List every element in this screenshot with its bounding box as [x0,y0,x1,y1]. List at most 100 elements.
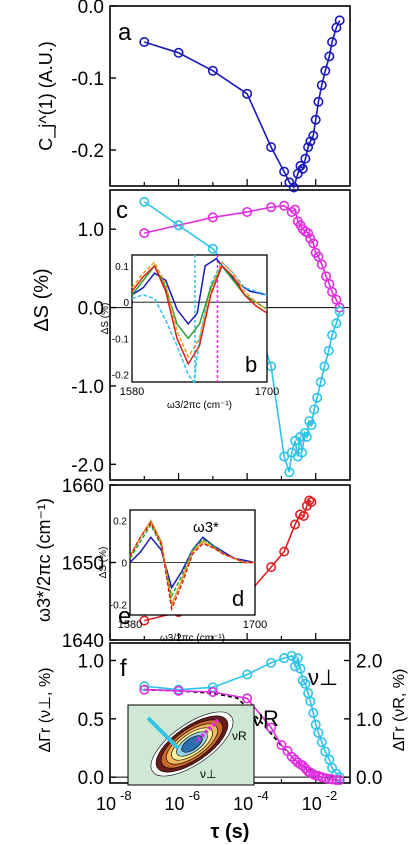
data-point [279,166,290,177]
y-label-e-group: ω3*/2πc (cm⁻¹) [34,498,54,622]
y-label-c: ΔS (%) [31,268,53,331]
series-label-nu-perp: ν⊥ [308,665,338,690]
data-point [207,212,218,223]
data-point [306,497,317,508]
data-point [334,775,345,786]
inset-y-tick: 0.1 [115,262,129,273]
inset-y-tick: 0 [123,298,129,309]
data-point [266,562,277,573]
data-point [327,286,338,297]
data-point [334,15,345,26]
inset-y-label: ΔS (%) [98,547,109,579]
nu-perp-arrow [146,716,180,750]
data-point [290,204,301,215]
panel-label-c: c [116,197,128,224]
x-axis-label: τ (s) [211,821,250,843]
y-label-a: C_j^(1) (A.U.) [36,41,57,150]
data-point [323,345,334,356]
data-point [315,377,326,388]
data-point [290,519,301,530]
data-point [316,80,327,91]
inset-y-tick: -0.1 [112,334,130,345]
data-point [301,431,312,442]
data-point [304,495,315,506]
data-point [316,259,327,270]
data-point [139,228,150,239]
data-point [331,318,342,329]
y-tick-label: 1640 [62,631,104,652]
data-point [300,153,311,164]
y-tick-label: 0.5 [78,710,104,731]
y-tick-label: -0.2 [71,141,104,162]
data-point [320,65,331,76]
data-point [266,722,277,733]
data-point [305,136,316,147]
inset-d: 0.2 0 -0.2 1580 1700 ω3/2πc (cm⁻¹) ΔS (%) d ω3* [98,509,267,644]
inset-y-tick: 0.2 [113,517,127,528]
inset-x-label: ω3/2πc (cm⁻¹) [160,633,225,644]
y-tick-label: 0.0 [78,768,104,789]
data-point [139,196,150,207]
inset-series-3 [129,521,255,612]
data-point [309,404,320,415]
inset-x-tick: 1580 [118,619,142,631]
inset-x-tick: 1700 [243,619,267,631]
panel-label-d: d [232,586,244,611]
y-tick-label-right: 2.0 [356,652,382,673]
data-point [288,182,299,193]
data-point [242,693,253,704]
x-tick-label: 10 [96,794,116,814]
data-point [276,740,287,751]
y-label-e: ω3*/2πc (cm⁻¹) [34,498,54,622]
y-tick-label: 1.0 [78,220,104,241]
panel-label-a: a [118,19,132,46]
panel-label-f: f [120,655,127,682]
x-tick-label: 10 [302,794,322,814]
data-point [319,361,330,372]
data-point [297,447,308,458]
x-tick-exponent: -2 [326,788,338,803]
data-point [310,114,321,125]
data-point [324,51,335,62]
y-tick-label: -1.0 [71,377,104,398]
contour-label-nu-r: νR [232,729,247,743]
contour-label-nu-perp: ν⊥ [200,767,216,781]
data-point [297,163,308,174]
inset-y-tick: -0.2 [110,601,128,612]
inset-series-1 [131,261,268,384]
inset-x-label: ω3/2πc (cm⁻¹) [167,400,232,411]
inset-series-4 [131,264,268,366]
data-point [242,88,253,99]
data-point [139,615,150,626]
data-point [308,238,319,249]
y-tick-label: 1660 [62,476,104,497]
inset-y-tick: 0 [121,559,127,570]
data-point [327,36,338,47]
inset-annotation: ω3* [193,519,219,536]
y-tick-label: 1650 [62,554,104,575]
data-point [308,130,319,141]
data-point [139,684,150,695]
data-point [173,47,184,58]
panel-label-e: e [118,603,131,630]
data-point [320,746,331,757]
data-point [279,546,290,557]
y-tick-label: -2.0 [71,455,104,476]
nu-r-arrow [194,718,220,744]
inset-y-tick: -0.2 [112,371,130,382]
data-point [139,36,150,47]
data-point [312,392,323,403]
inset-y-label: ΔS (%) [100,303,111,335]
y-tick-label: 1.0 [78,652,104,673]
data-point [316,737,327,748]
x-tick-exponent: -6 [189,788,201,803]
data-point [292,653,303,664]
series-line-0-0 [144,20,341,190]
data-point [297,760,308,771]
panel-c-frame [109,189,351,481]
data-point [207,243,218,254]
y-tick-label: 0.0 [78,0,104,18]
data-point [303,142,314,153]
data-point [266,142,277,153]
